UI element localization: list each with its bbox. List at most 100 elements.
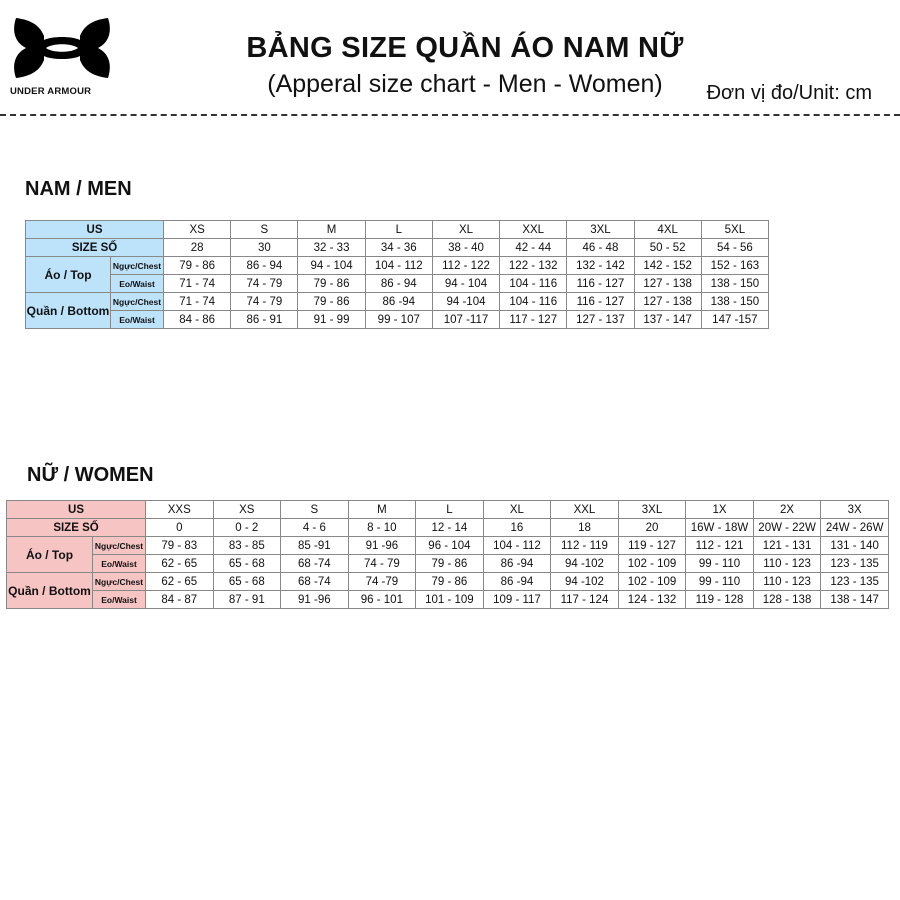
table-row: Quần / Bottom Ngực/Chest 62 - 65 65 - 68 68 …: [6, 572, 889, 609]
size-cell: 65 - 68: [212, 554, 282, 573]
table-row: Áo / Top Ngực/Chest 79 - 86 86 - 94 94 - 104…: [25, 256, 770, 293]
size-cell: 24W - 26W: [820, 518, 889, 537]
size-cell: 101 - 109: [415, 590, 484, 609]
size-cell: 68 -74: [280, 554, 349, 573]
size-cell: M: [297, 220, 366, 239]
size-cell: 104 - 116: [499, 274, 568, 293]
size-cell: 91 -96: [347, 536, 417, 555]
size-cell: 123 - 135: [820, 572, 889, 591]
size-cell: 0 - 2: [212, 518, 282, 537]
size-cell: 20W - 22W: [752, 518, 822, 537]
size-cell: 30: [230, 238, 299, 257]
size-cell: 3X: [820, 500, 889, 519]
size-cell: 34 - 36: [364, 238, 433, 257]
row-label-chest: Ngực/Chest: [91, 572, 147, 591]
size-cell: 123 - 135: [820, 554, 889, 573]
size-cell: 124 - 132: [617, 590, 687, 609]
under-armour-logo: UNDER ARMOUR: [10, 18, 114, 97]
size-cell: 50 - 52: [633, 238, 702, 257]
size-cell: 94 - 104: [431, 274, 501, 293]
size-cell: 62 - 65: [145, 572, 214, 591]
size-cell: 116 - 127: [566, 274, 635, 293]
row-group-bottom: Quần / Bottom: [6, 572, 93, 609]
row-label-size: SIZE SỐ: [5, 518, 147, 537]
table-row: Eo/Waist 62 - 65 65 - 68 68 -74 74 - 79 79 - …: [7, 554, 889, 573]
size-cell: 102 - 109: [617, 572, 687, 591]
row-label-chest: Ngực/Chest: [109, 256, 165, 275]
size-cell: 3XL: [566, 220, 635, 239]
size-cell: M: [347, 500, 417, 519]
size-cell: 0: [145, 518, 214, 537]
size-cell: 84 - 87: [145, 590, 214, 609]
women-heading: NỮ / WOMEN: [27, 464, 154, 486]
size-cell: 107 -117: [431, 310, 501, 329]
size-cell: 85 -91: [280, 536, 349, 555]
size-cell: 79 - 86: [297, 292, 366, 311]
size-cell: S: [280, 500, 349, 519]
size-cell: 3XL: [617, 500, 687, 519]
size-cell: 79 - 86: [163, 256, 232, 275]
logo-text: UNDER ARMOUR: [10, 86, 92, 97]
size-cell: 94 -102: [550, 572, 619, 591]
size-cell: 131 - 140: [820, 536, 889, 555]
size-cell: 127 - 138: [633, 292, 702, 311]
size-cell: 112 - 119: [550, 536, 619, 555]
size-cell: 104 - 112: [364, 256, 433, 275]
size-cell: XXL: [550, 500, 619, 519]
size-cell: 122 - 132: [499, 256, 568, 275]
size-cell: 42 - 44: [499, 238, 568, 257]
size-cell: 94 -102: [550, 554, 619, 573]
size-cell: 38 - 40: [431, 238, 501, 257]
size-cell: 86 - 94: [364, 274, 433, 293]
size-cell: 94 -104: [431, 292, 501, 311]
row-label-us: US: [5, 500, 147, 519]
size-cell: 102 - 109: [617, 554, 687, 573]
size-cell: 71 - 74: [163, 274, 232, 293]
row-label-waist: Eo/Waist: [91, 590, 147, 609]
size-cell: 86 -94: [482, 572, 552, 591]
row-label-waist: Eo/Waist: [109, 310, 165, 329]
under-armour-logo-icon: [14, 18, 110, 78]
size-cell: XL: [431, 220, 501, 239]
size-cell: 16W - 18W: [685, 518, 754, 537]
table-row: Eo/Waist 84 - 86 86 - 91 91 - 99 99 - 107 107…: [26, 310, 770, 329]
size-cell: 46 - 48: [566, 238, 635, 257]
size-cell: 127 - 137: [566, 310, 635, 329]
size-cell: 94 - 104: [297, 256, 366, 275]
size-cell: 117 - 127: [499, 310, 568, 329]
size-cell: 117 - 124: [550, 590, 619, 609]
size-cell: 4 - 6: [280, 518, 349, 537]
size-cell: 109 - 117: [482, 590, 552, 609]
size-cell: 152 - 163: [700, 256, 770, 275]
size-cell: 138 - 150: [700, 274, 770, 293]
row-label-chest: Ngực/Chest: [91, 536, 147, 555]
size-cell: 74 -79: [347, 572, 417, 591]
table-row: Quần / Bottom Ngực/Chest 71 - 74 74 - 79 79 …: [25, 292, 770, 329]
size-cell: 127 - 138: [633, 274, 702, 293]
size-cell: 96 - 101: [347, 590, 417, 609]
size-cell: 99 - 107: [364, 310, 433, 329]
row-label-us: US: [24, 220, 165, 239]
size-cell: 16: [482, 518, 552, 537]
row-label-chest: Ngực/Chest: [109, 292, 165, 311]
size-cell: 147 -157: [700, 310, 770, 329]
row-group-top: Áo / Top: [6, 536, 93, 573]
size-cell: 96 - 104: [415, 536, 484, 555]
row-label-size: SIZE SỐ: [24, 238, 165, 257]
divider: [0, 114, 900, 116]
size-cell: 104 - 112: [482, 536, 552, 555]
size-cell: 5XL: [700, 220, 770, 239]
size-cell: 4XL: [633, 220, 702, 239]
size-cell: S: [230, 220, 299, 239]
size-cell: 65 - 68: [212, 572, 282, 591]
size-cell: 74 - 79: [230, 274, 299, 293]
size-cell: 18: [550, 518, 619, 537]
size-cell: 1X: [685, 500, 754, 519]
row-group-top: Áo / Top: [25, 256, 111, 293]
size-cell: XS: [212, 500, 282, 519]
size-cell: 138 - 147: [820, 590, 889, 609]
size-cell: 28: [163, 238, 232, 257]
table-row: Eo/Waist 71 - 74 74 - 79 79 - 86 86 - 94 94 -…: [26, 274, 770, 293]
